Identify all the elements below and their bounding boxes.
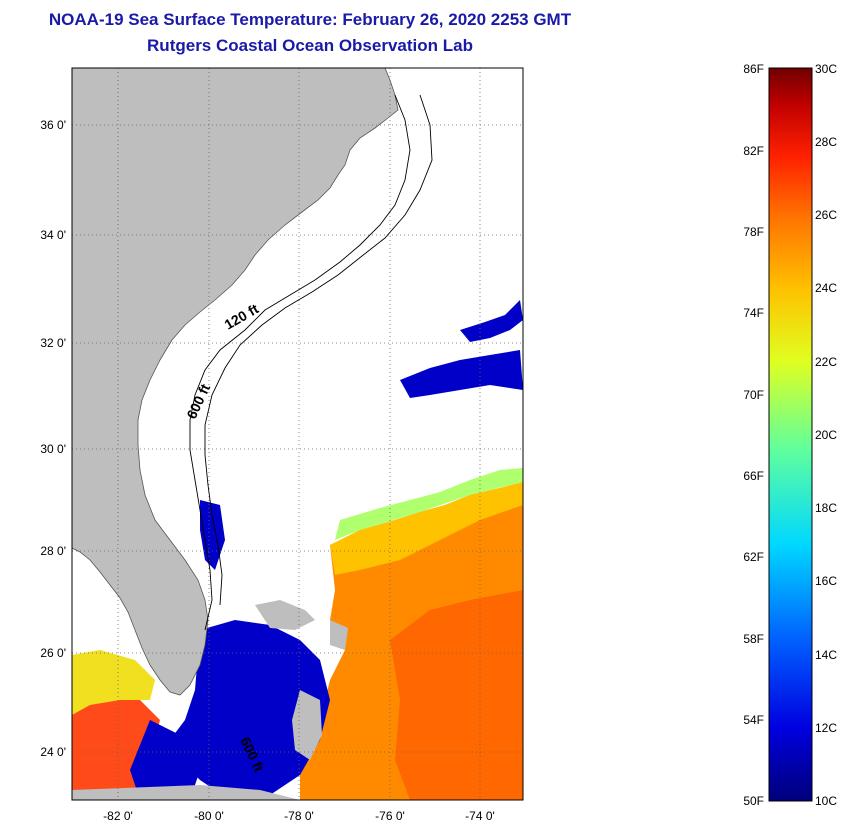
colorbar-f-label: 82F xyxy=(743,144,764,158)
colorbar-f-label: 78F xyxy=(743,225,764,239)
warm-water-hot-core xyxy=(390,590,523,800)
lon-label: -74 0' xyxy=(465,809,495,823)
colorbar-c-label: 28C xyxy=(815,135,837,149)
colorbar-c-label: 20C xyxy=(815,428,837,442)
map-border xyxy=(71,67,524,801)
colorbar xyxy=(768,67,813,802)
colorbar-c-label: 12C xyxy=(815,721,837,735)
colorbar-c-label: 30C xyxy=(815,62,837,76)
lon-label: -76 0' xyxy=(375,809,405,823)
colorbar-c-label: 16C xyxy=(815,574,837,588)
colorbar-f-label: 86F xyxy=(743,62,764,76)
us-mainland xyxy=(72,68,399,696)
cold-water-patch-2 xyxy=(460,300,523,342)
lat-label: 32 0' xyxy=(40,336,66,350)
lat-label: 30 0' xyxy=(40,442,66,456)
colorbar-c-labels: 30C 28C 26C 24C 22C 20C 18C 16C 14C 12C … xyxy=(815,62,837,808)
lat-label: 24 0' xyxy=(40,745,66,759)
gulf-yellow-water xyxy=(72,650,155,715)
cold-water-scatter-1 xyxy=(130,720,200,800)
colorbar-c-label: 26C xyxy=(815,208,837,222)
bathymetry-contours xyxy=(189,94,433,631)
map-subtitle: Rutgers Coastal Ocean Observation Lab xyxy=(147,36,473,55)
lon-label: -78 0' xyxy=(284,809,314,823)
longitude-labels: -82 0' -80 0' -78 0' -76 0' -74 0' xyxy=(103,809,495,823)
bahamas-land-3 xyxy=(330,620,348,650)
lat-label: 28 0' xyxy=(40,544,66,558)
cuba-land xyxy=(72,785,300,800)
colorbar-c-label: 14C xyxy=(815,648,837,662)
colorbar-c-label: 22C xyxy=(815,355,837,369)
colorbar-f-label: 66F xyxy=(743,469,764,483)
colorbar-f-label: 62F xyxy=(743,550,764,564)
yellow-fringe xyxy=(330,482,523,575)
lon-label: -80 0' xyxy=(194,809,224,823)
lat-label: 36 0' xyxy=(40,118,66,132)
colorbar-c-label: 24C xyxy=(815,281,837,295)
colorbar-f-label: 50F xyxy=(743,794,764,808)
bahamas-land xyxy=(292,690,322,760)
colorbar-f-labels: 86F 82F 78F 74F 70F 66F 62F 58F 54F 50F xyxy=(743,62,764,808)
colorbar-f-label: 74F xyxy=(743,306,764,320)
bahamas-land-2 xyxy=(255,600,315,630)
colorbar-f-label: 70F xyxy=(743,388,764,402)
colorbar-c-label: 10C xyxy=(815,794,837,808)
lat-label: 34 0' xyxy=(40,228,66,242)
lat-label: 26 0' xyxy=(40,646,66,660)
cold-water-offshore xyxy=(400,350,523,398)
colorbar-f-label: 58F xyxy=(743,632,764,646)
latitude-labels: 36 0' 34 0' 32 0' 30 0' 28 0' 26 0' 24 0… xyxy=(40,118,66,759)
map-title: NOAA-19 Sea Surface Temperature: Februar… xyxy=(48,10,572,29)
colorbar-c-label: 18C xyxy=(815,501,837,515)
green-fringe xyxy=(335,468,523,540)
colorbar-f-label: 54F xyxy=(743,713,764,727)
cold-water-straits xyxy=(170,620,330,800)
lon-label: -82 0' xyxy=(103,809,133,823)
